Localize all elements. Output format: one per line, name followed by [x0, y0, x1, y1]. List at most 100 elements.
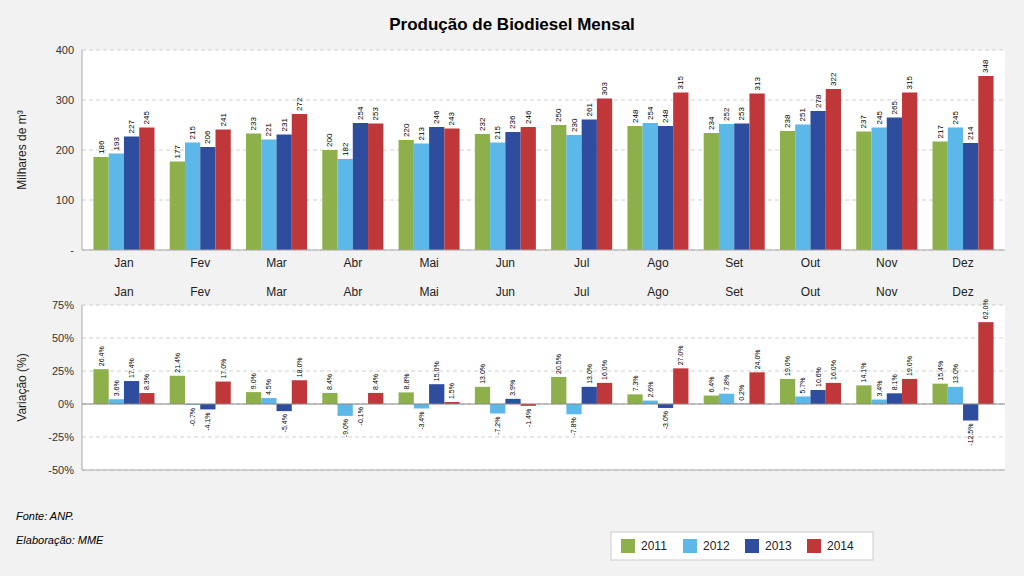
data-label: 3.4% — [876, 381, 883, 397]
bars — [93, 76, 993, 250]
data-label: 17.4% — [128, 358, 135, 378]
bar — [780, 131, 795, 250]
bar — [215, 130, 230, 251]
y-axis-label: Milhares de m³ — [15, 110, 29, 189]
bar — [124, 137, 139, 251]
data-label: 254 — [356, 106, 365, 120]
grid-line — [82, 470, 1005, 471]
grid-line — [82, 250, 1005, 251]
data-label: -3.0% — [662, 411, 669, 429]
data-label: 24.0% — [754, 349, 761, 369]
data-label: 17.0% — [220, 359, 227, 379]
data-label: 3.6% — [113, 380, 120, 396]
legend-label: 2013 — [765, 539, 792, 553]
bar — [643, 123, 658, 250]
bar — [963, 404, 978, 421]
bar — [505, 399, 520, 404]
data-label: 248 — [661, 109, 670, 123]
data-label: 1.5% — [448, 383, 455, 399]
data-label: 261 — [585, 103, 594, 117]
data-label: 231 — [280, 118, 289, 132]
bar — [215, 382, 230, 404]
data-label: -0.1% — [357, 407, 364, 425]
data-label: 18.0% — [296, 357, 303, 377]
data-label: 230 — [570, 118, 579, 132]
bar — [109, 154, 124, 251]
grid-line — [82, 404, 1005, 405]
bar — [170, 162, 185, 251]
y-tick-label: -50% — [48, 464, 74, 476]
bar — [856, 385, 871, 404]
data-label: 13.0% — [952, 364, 959, 384]
bar — [658, 126, 673, 250]
bar — [551, 125, 566, 250]
bar — [872, 128, 887, 251]
bar — [475, 134, 490, 250]
data-label: 236 — [508, 115, 517, 129]
data-label: 245 — [142, 111, 151, 125]
grid-line — [82, 100, 1005, 101]
annotation: Fonte: ANP. — [16, 510, 74, 522]
data-label: -0.7% — [189, 408, 196, 426]
x-tick-label: Nov — [876, 256, 897, 270]
legend-swatch — [683, 539, 697, 553]
bar — [597, 383, 612, 404]
bar — [368, 393, 383, 404]
title: Produção de Biodiesel Mensal — [389, 15, 635, 34]
data-label: 315 — [905, 76, 914, 90]
bar — [978, 322, 993, 404]
bar — [948, 128, 963, 251]
bar — [643, 401, 658, 404]
bar — [322, 393, 337, 404]
data-label: 4.5% — [265, 379, 272, 395]
data-label: 272 — [295, 97, 304, 111]
data-label: 206 — [203, 130, 212, 144]
background — [0, 0, 1024, 576]
bar — [139, 393, 154, 404]
x-tick-label: Abr — [343, 285, 362, 299]
y-axis-line — [82, 50, 83, 250]
bar — [292, 380, 307, 404]
data-label: 217 — [936, 125, 945, 139]
data-label: 234 — [707, 116, 716, 130]
data-label: 348 — [981, 59, 990, 73]
page: {"chart_data": [ {"type": "bar", "title"… — [0, 0, 1024, 576]
bar — [185, 143, 200, 251]
data-label: -1.4% — [525, 409, 532, 427]
zero-line — [82, 404, 1005, 405]
x-tick-label: Mar — [266, 285, 287, 299]
annotation: Elaboração: MME — [16, 534, 104, 546]
data-label: 303 — [600, 82, 609, 96]
bar — [734, 124, 749, 251]
data-label: 177 — [173, 145, 182, 159]
bar — [902, 379, 917, 404]
y-tick-label: 300 — [56, 94, 74, 106]
bar — [93, 369, 108, 404]
x-tick-label: Dez — [952, 256, 973, 270]
bar — [582, 387, 597, 404]
x-tick-label: Ago — [647, 285, 669, 299]
bar — [246, 134, 261, 251]
data-label: -9.0% — [342, 419, 349, 437]
bar — [368, 124, 383, 251]
x-tick-label: Abr — [343, 256, 362, 270]
grid-line — [82, 338, 1005, 339]
y-tick-label: 25% — [52, 365, 74, 377]
bar — [887, 118, 902, 251]
grid-line — [82, 437, 1005, 438]
data-label: 254 — [646, 106, 655, 120]
grid-line — [82, 305, 1005, 306]
data-label: 14.1% — [860, 363, 867, 383]
data-label: 253 — [371, 107, 380, 121]
bar — [551, 377, 566, 404]
data-label: 248 — [631, 109, 640, 123]
bar — [673, 368, 688, 404]
x-tick-label: Mai — [419, 285, 438, 299]
bar — [124, 381, 139, 404]
bar — [429, 384, 444, 404]
data-label: 245 — [951, 111, 960, 125]
data-label: 200 — [325, 133, 334, 147]
y-tick-label: -25% — [48, 431, 74, 443]
data-label: 233 — [249, 117, 258, 131]
data-label: 243 — [447, 112, 456, 126]
